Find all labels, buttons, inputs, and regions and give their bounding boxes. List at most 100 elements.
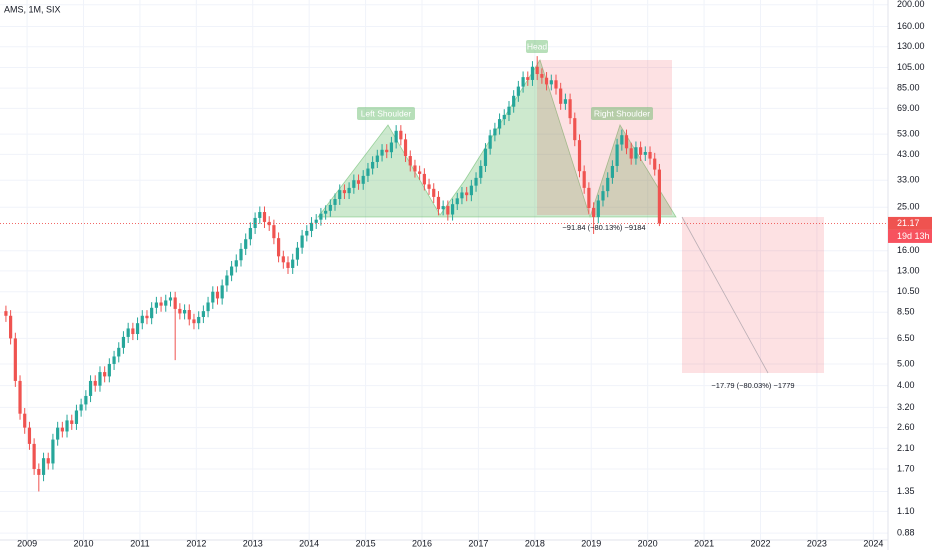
candle-body <box>281 256 285 263</box>
candle-body <box>154 302 158 308</box>
candle-body <box>573 118 577 141</box>
candle-body <box>474 177 478 186</box>
candle-body <box>422 173 426 185</box>
y-tick-label: 2.10 <box>897 443 915 453</box>
candle-body <box>606 177 610 192</box>
candle-body <box>347 187 351 194</box>
candle-body <box>314 219 318 223</box>
candle-body <box>215 291 220 299</box>
candle-body <box>502 114 506 120</box>
y-tick-label: 4.00 <box>897 380 915 390</box>
y-tick-label: 8.50 <box>897 307 915 317</box>
candle-body <box>286 262 290 268</box>
x-tick-label: 2023 <box>807 538 827 548</box>
candle-body <box>32 443 36 470</box>
candle-body <box>512 95 516 107</box>
x-tick-label: 2016 <box>412 538 432 548</box>
candle-body <box>559 88 563 104</box>
candle-body <box>98 372 102 386</box>
candle-body <box>135 323 140 335</box>
candle-body <box>117 347 121 357</box>
x-tick-label: 2019 <box>581 538 601 548</box>
candle-body <box>629 148 633 159</box>
y-tick-label: 25.00 <box>897 202 920 212</box>
y-tick-label: 43.00 <box>897 149 920 159</box>
target-diagonal <box>681 216 769 374</box>
candle-body <box>295 247 300 260</box>
target-range <box>682 217 824 373</box>
candle-body <box>403 139 408 157</box>
candle-body <box>432 188 436 197</box>
candle-body <box>206 302 210 312</box>
candle-body <box>267 221 271 226</box>
candle-body <box>13 338 17 381</box>
candle-body <box>319 213 323 220</box>
candle-body <box>46 458 50 464</box>
candle-body <box>65 420 69 432</box>
candle-body <box>229 266 234 276</box>
candle-body <box>131 328 135 335</box>
candle-body <box>653 158 657 170</box>
candle-body <box>220 285 224 299</box>
x-tick-label: 2021 <box>694 538 714 548</box>
candle-body <box>516 86 520 96</box>
x-tick-label: 2009 <box>17 538 37 548</box>
candle-body <box>27 427 32 444</box>
candle-body <box>441 206 445 210</box>
candle-body <box>587 187 591 209</box>
candle-body <box>418 171 422 174</box>
drop-range <box>537 60 672 215</box>
y-tick-label: 53.00 <box>897 128 920 138</box>
candle-body <box>272 225 276 239</box>
candle-body <box>427 184 431 189</box>
axes: 200.00 160.00 130.00 105.00 85.00 69.00 53.00 4… <box>17 0 932 548</box>
candle-body <box>361 175 365 184</box>
candle-body <box>300 235 304 248</box>
label-box <box>357 107 415 120</box>
candle-body <box>549 80 553 85</box>
candle-body <box>450 204 455 215</box>
candle-body <box>535 66 539 75</box>
candle-body <box>389 142 394 153</box>
candle-body <box>239 248 243 261</box>
y-tick-label: 3.20 <box>897 402 915 412</box>
candle-body <box>497 119 502 129</box>
candle-body <box>305 230 309 236</box>
candle-body <box>643 151 647 155</box>
candle-body <box>592 208 596 218</box>
head-label: Head <box>527 41 548 51</box>
pattern-layer <box>317 59 824 374</box>
y-tick-label: 160.00 <box>897 21 925 31</box>
y-tick-label: 2.60 <box>897 422 915 432</box>
candle-body <box>150 307 154 319</box>
last-price-box <box>888 216 932 230</box>
candle-body <box>70 420 74 424</box>
candle-body <box>333 199 337 205</box>
candle-body <box>469 185 473 196</box>
candle-body <box>159 302 163 306</box>
y-tick-label: 13.00 <box>897 265 920 275</box>
candle-body <box>60 427 64 432</box>
candle-body <box>601 191 605 201</box>
candle-body <box>568 99 572 119</box>
x-tick-label: 2018 <box>525 538 545 548</box>
candle-body <box>577 140 582 172</box>
candle-body <box>173 297 177 309</box>
candle-body <box>187 310 191 320</box>
candle-body <box>9 315 13 339</box>
candle-body <box>192 319 196 324</box>
candle-body <box>41 458 46 475</box>
candle-body <box>554 80 558 89</box>
countdown-label: 19d 13h <box>897 231 930 241</box>
countdown-box <box>888 229 932 243</box>
candle-body <box>342 190 347 194</box>
candle-body <box>234 260 238 267</box>
candle-body <box>328 204 332 211</box>
candle-body <box>23 413 27 428</box>
candle-body <box>145 315 149 319</box>
candle-body <box>620 135 624 145</box>
x-tick-label: 2017 <box>468 538 488 548</box>
candle-body <box>182 310 187 314</box>
label-box <box>526 40 548 53</box>
labels: Left Shoulder Head Right Shoulder −91.84… <box>4 4 795 390</box>
